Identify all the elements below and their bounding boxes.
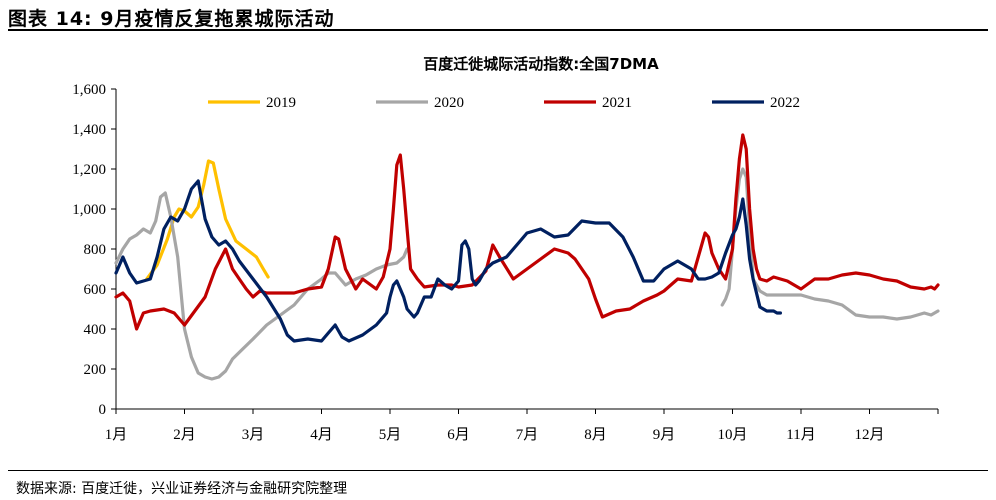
y-tick-label: 1,000 — [72, 202, 106, 218]
y-tick-label: 800 — [84, 242, 107, 258]
bottom-rule — [8, 470, 988, 471]
y-tick-label: 400 — [84, 322, 107, 338]
x-tick-label: 11月 — [786, 427, 815, 443]
y-tick-label: 0 — [99, 402, 107, 418]
x-tick-label: 8月 — [584, 427, 607, 443]
legend-label-2022: 2022 — [770, 95, 800, 111]
x-tick-label: 6月 — [447, 427, 470, 443]
legend-label-2019: 2019 — [266, 95, 296, 111]
chart-title: 百度迁徙城际活动指数:全国7DMA — [423, 55, 659, 73]
x-tick-label: 3月 — [242, 427, 265, 443]
legend-label-2021: 2021 — [602, 95, 632, 111]
series-line-2021 — [114, 133, 940, 331]
x-tick-label: 1月 — [105, 427, 128, 443]
x-tick-label: 10月 — [717, 427, 747, 443]
x-tick-label: 4月 — [310, 427, 333, 443]
series-line-2020b — [720, 167, 940, 321]
y-tick-label: 600 — [84, 282, 107, 298]
y-tick-label: 200 — [84, 362, 107, 378]
chart-axes: 0 200 400 600 800 1,000 1,200 1,400 1,600 1月 2月 3月 4… — [72, 82, 939, 443]
y-tick-label: 1,400 — [72, 122, 106, 138]
y-tick-label: 1,600 — [72, 82, 106, 98]
x-tick-label: 5月 — [379, 427, 402, 443]
x-tick-label: 12月 — [854, 427, 884, 443]
y-tick-label: 1,200 — [72, 162, 106, 178]
top-rule — [8, 29, 988, 31]
x-tick-label: 2月 — [173, 427, 196, 443]
source-note: 数据来源: 百度迁徙，兴业证券经济与金融研究院整理 — [16, 481, 348, 497]
x-tick-label: 7月 — [516, 427, 539, 443]
legend-label-2020: 2020 — [434, 95, 464, 111]
figure-title: 图表 14: 9月疫情反复拖累城际活动 — [8, 8, 335, 30]
chart-series — [114, 133, 940, 381]
line-chart: 2019 2020 2021 2022 0 200 400 600 800 1,000 1,200… — [72, 55, 940, 443]
chart-legend: 2019 2020 2021 2022 — [208, 95, 800, 111]
series-line-2020 — [114, 191, 409, 381]
series-line-2022 — [114, 179, 782, 343]
x-tick-label: 9月 — [653, 427, 676, 443]
series-line-2019 — [145, 159, 270, 281]
